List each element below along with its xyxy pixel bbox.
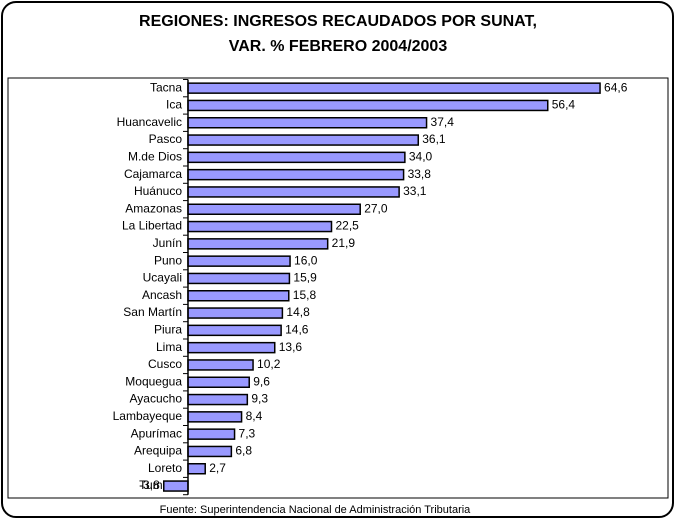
- value-label: 16,0: [294, 253, 318, 267]
- y-tick-label: Lambayeque: [113, 409, 183, 423]
- y-tick-label: Arequipa: [134, 444, 182, 458]
- bar: [187, 151, 406, 164]
- y-tick-label: Ayacucho: [130, 392, 183, 406]
- y-tick-label: Pasco: [149, 132, 183, 146]
- y-tick-label: Huancavelic: [117, 115, 182, 129]
- bar: [187, 307, 284, 319]
- y-tick-label: Cajamarca: [124, 167, 182, 181]
- value-label: 9,6: [253, 374, 270, 388]
- bar: [187, 272, 291, 285]
- chart-title: REGIONES: INGRESOS RECAUDADOS POR SUNAT,: [139, 13, 537, 30]
- value-label: 13,6: [279, 340, 303, 354]
- bar: [187, 220, 333, 233]
- value-label: 8,4: [246, 409, 263, 423]
- bar: [187, 134, 420, 146]
- value-label: 14,6: [285, 323, 309, 337]
- y-tick-label: Ucayali: [143, 271, 182, 285]
- y-tick-label: Amazonas: [125, 201, 182, 215]
- y-tick-label: M.de Dios: [128, 150, 182, 164]
- y-tick-label: Lima: [156, 340, 182, 354]
- y-tick-label: Piura: [154, 323, 182, 337]
- value-label: 64,6: [604, 80, 628, 94]
- value-label: 37,4: [431, 115, 455, 129]
- value-label: 33,1: [403, 184, 427, 198]
- y-tick-label: Ancash: [142, 288, 182, 302]
- bar: [187, 341, 276, 354]
- value-label: 7,3: [239, 426, 256, 440]
- y-tick-label: Junín: [153, 236, 182, 250]
- value-label: 21,9: [332, 236, 356, 250]
- value-label: 15,9: [293, 271, 317, 285]
- bar: [187, 411, 243, 423]
- bar: [187, 428, 236, 440]
- value-label: 2,7: [209, 461, 226, 475]
- value-label: 10,2: [257, 357, 281, 371]
- y-tick-label: Ica: [166, 98, 182, 112]
- y-tick-label: La Libertad: [122, 219, 182, 233]
- y-tick-label: Moquegua: [125, 374, 182, 388]
- bar: [187, 168, 405, 181]
- value-label: 22,5: [336, 219, 360, 233]
- bar: [187, 186, 400, 198]
- bar: [187, 290, 290, 302]
- bar: [187, 203, 361, 215]
- bar: [187, 445, 233, 458]
- value-label: 56,4: [552, 98, 576, 112]
- bar: [187, 255, 291, 267]
- y-tick-label: Loreto: [148, 461, 182, 475]
- value-label: 34,0: [409, 150, 433, 164]
- bar: [187, 99, 549, 112]
- bar: [187, 324, 282, 337]
- bar: [187, 82, 601, 94]
- bar: [187, 393, 249, 406]
- chart-title: VAR. % FEBRERO 2004/2003: [229, 38, 448, 55]
- value-label: 36,1: [422, 132, 446, 146]
- bar: [187, 359, 254, 371]
- bar: [187, 117, 428, 129]
- y-tick-label: Tacna: [150, 80, 182, 94]
- y-tick-label: Cusco: [148, 357, 182, 371]
- y-tick-label: San Martín: [123, 305, 182, 319]
- value-label: -3,8: [139, 478, 160, 492]
- bar: [187, 238, 329, 250]
- value-label: 6,8: [235, 444, 252, 458]
- y-tick-label: Apurímac: [131, 426, 182, 440]
- source-note: Fuente: Superintendencia Nacional de Adm…: [160, 504, 472, 516]
- bar: [187, 463, 206, 475]
- bar: [163, 480, 189, 492]
- value-label: 33,8: [408, 167, 432, 181]
- plot-frame: [7, 77, 669, 499]
- value-label: 15,8: [293, 288, 317, 302]
- y-tick-label: Puno: [154, 253, 182, 267]
- value-label: 14,8: [286, 305, 310, 319]
- bar: [187, 376, 250, 388]
- value-label: 27,0: [364, 201, 388, 215]
- y-tick-label: Huánuco: [134, 184, 182, 198]
- value-label: 9,3: [251, 392, 268, 406]
